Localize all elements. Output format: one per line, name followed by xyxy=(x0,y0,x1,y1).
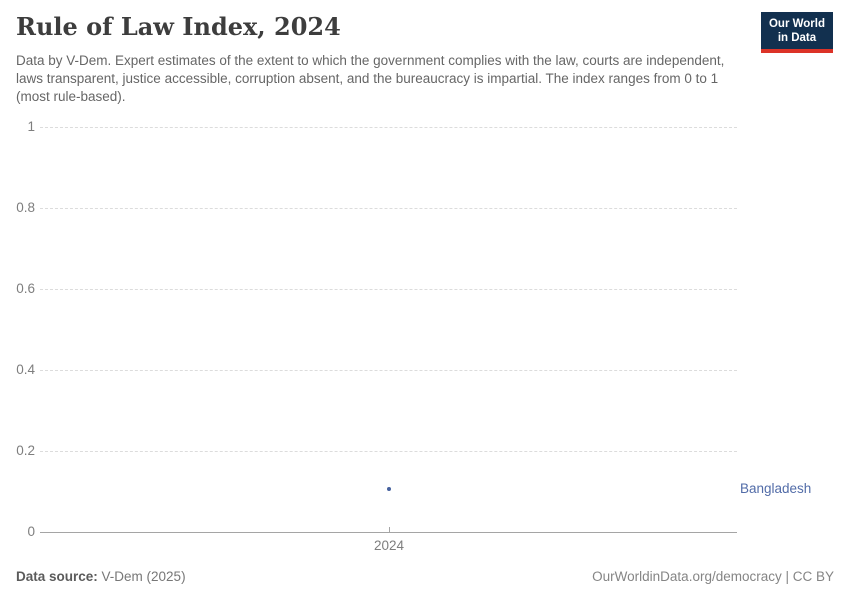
gridline xyxy=(40,451,737,452)
gridline xyxy=(40,208,737,209)
y-axis-tick-label: 0.4 xyxy=(16,362,35,377)
chart-title: Rule of Law Index, 2024 xyxy=(16,12,341,41)
gridline xyxy=(40,289,737,290)
gridline xyxy=(40,370,737,371)
data-point-bangladesh[interactable] xyxy=(387,487,391,492)
owid-logo-line1: Our World xyxy=(768,18,825,30)
y-axis-tick-label: 0.6 xyxy=(16,281,35,296)
chart-subtitle: Data by V-Dem. Expert estimates of the e… xyxy=(16,53,725,104)
data-source-label: Data source: xyxy=(16,569,98,584)
x-axis-tick-mark xyxy=(389,527,390,532)
gridline xyxy=(40,127,737,128)
attribution-link[interactable]: OurWorldinData.org/democracy | CC BY xyxy=(592,569,834,584)
x-axis-line xyxy=(40,532,737,533)
data-source-value: V-Dem (2025) xyxy=(97,569,186,584)
y-axis-tick-label: 0 xyxy=(27,524,35,539)
y-axis-tick-label: 1 xyxy=(27,119,35,134)
x-axis-tick-label: 2024 xyxy=(373,538,405,553)
y-axis-tick-label: 0.2 xyxy=(16,443,35,458)
owid-logo[interactable]: Our World in Data xyxy=(760,12,833,53)
y-axis-tick-label: 0.8 xyxy=(16,200,35,215)
data-source: Data source: V-Dem (2025) xyxy=(16,568,186,586)
owid-logo-line2: in Data xyxy=(777,32,817,44)
entity-label-bangladesh[interactable]: Bangladesh xyxy=(740,481,812,497)
